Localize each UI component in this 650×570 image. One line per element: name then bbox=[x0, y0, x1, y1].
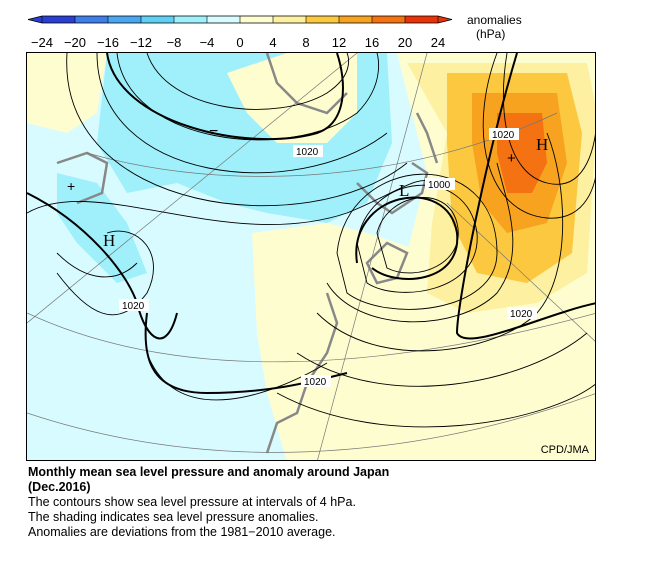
colorbar-segment bbox=[207, 16, 241, 23]
colorbar-tick-label: −20 bbox=[64, 35, 86, 50]
contour-label: 1020 bbox=[122, 301, 145, 312]
colorbar-arrow-left bbox=[28, 16, 42, 23]
contour-label: 1020 bbox=[510, 309, 533, 320]
high-pressure-west-symbol: H bbox=[103, 231, 115, 250]
colorbar-segment bbox=[240, 16, 274, 23]
colorbar-tick-label: −12 bbox=[130, 35, 152, 50]
colorbar-segment bbox=[42, 16, 76, 23]
caption-line-contours: The contours show sea level pressure at … bbox=[28, 495, 356, 509]
caption-date: (Dec.2016) bbox=[28, 480, 91, 494]
colorbar-segment bbox=[306, 16, 340, 23]
colorbar-segment bbox=[372, 16, 406, 23]
colorbar-tick-label: 8 bbox=[302, 35, 309, 50]
colorbar-ticks: −24 −20 −16 −12 −8 −4 0 4 8 12 16 20 24 bbox=[31, 16, 445, 50]
colorbar-tick-label: 0 bbox=[236, 35, 243, 50]
anomaly-shading bbox=[27, 53, 595, 460]
anomaly-colorbar: −24 −20 −16 −12 −8 −4 0 4 8 12 16 20 24 anomalies (h… bbox=[27, 13, 522, 50]
colorbar-segment bbox=[75, 16, 109, 23]
caption-line-anomalies: Anomalies are deviations from the 1981−2… bbox=[28, 525, 336, 539]
contour-label: 1020 bbox=[492, 130, 515, 141]
colorbar-segment bbox=[273, 16, 307, 23]
contour-labels: 1020 1020 1000 1020 1020 1020 bbox=[119, 128, 537, 388]
colorbar-arrow-right bbox=[438, 16, 452, 23]
contour-label: 1020 bbox=[296, 147, 319, 158]
caption-line-shading: The shading indicates sea level pressure… bbox=[28, 510, 319, 524]
colorbar-segment bbox=[141, 16, 175, 23]
colorbar-unit-label: anomalies bbox=[467, 13, 522, 27]
colorbar-segment bbox=[108, 16, 142, 23]
isobars bbox=[27, 53, 595, 428]
colorbar-unit-label-2: (hPa) bbox=[476, 27, 505, 41]
colorbar-tick-label: −4 bbox=[200, 35, 215, 50]
figure-caption: Monthly mean sea level pressure and anom… bbox=[28, 465, 628, 540]
low-pressure-symbol: L bbox=[399, 181, 409, 200]
pressure-anomaly-map: 1020 1020 1000 1020 1020 1020 H H L + + … bbox=[26, 52, 596, 461]
colorbar-tick-label: 4 bbox=[269, 35, 276, 50]
contour-label: 1000 bbox=[428, 180, 451, 191]
negative-anomaly-symbol: − bbox=[209, 123, 218, 140]
colorbar-segment bbox=[339, 16, 373, 23]
credit-label: CPD/JMA bbox=[540, 444, 589, 456]
colorbar-segment bbox=[405, 16, 439, 23]
colorbar-tick-label: 16 bbox=[365, 35, 379, 50]
colorbar-tick-label: −16 bbox=[97, 35, 119, 50]
high-pressure-east-symbol: H bbox=[536, 135, 548, 154]
colorbar-tick-label: −8 bbox=[167, 35, 182, 50]
caption-title: Monthly mean sea level pressure and anom… bbox=[28, 465, 390, 479]
colorbar-tick-label: 24 bbox=[431, 35, 445, 50]
colorbar-tick-label: 12 bbox=[332, 35, 346, 50]
positive-anomaly-west-symbol: + bbox=[67, 178, 75, 194]
colorbar-tick-label: 20 bbox=[398, 35, 412, 50]
positive-anomaly-east-symbol: + bbox=[507, 150, 516, 167]
colorbar-segment bbox=[174, 16, 208, 23]
contour-label: 1020 bbox=[304, 377, 327, 388]
colorbar-tick-label: −24 bbox=[31, 35, 53, 50]
